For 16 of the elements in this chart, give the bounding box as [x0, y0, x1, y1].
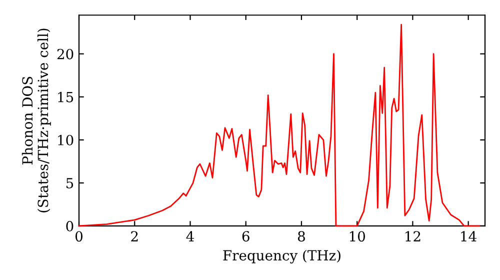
x-tick-label: 8	[298, 231, 305, 242]
y-tick-label: 15	[58, 92, 74, 102]
x-tick-label: 4	[186, 231, 194, 242]
line-series	[78, 24, 480, 227]
x-tick-label: 6	[242, 231, 250, 242]
x-tick-label: 2	[131, 231, 138, 242]
x-tick-label: 14	[461, 231, 476, 242]
x-tick-label: 12	[406, 231, 420, 242]
x-axis-title: Frequency (THz)	[223, 250, 340, 264]
y-axis-title: Phonon DOS (States/THz·primitive cell)	[22, 28, 51, 212]
x-tick-label: 0	[75, 231, 82, 242]
y-tick-label: 0	[66, 220, 74, 232]
y-tick-label: 10	[58, 134, 74, 146]
y-tick-label: 20	[57, 48, 74, 60]
x-tick-label: 10	[350, 231, 365, 242]
y-tick-label: 5	[66, 178, 74, 188]
